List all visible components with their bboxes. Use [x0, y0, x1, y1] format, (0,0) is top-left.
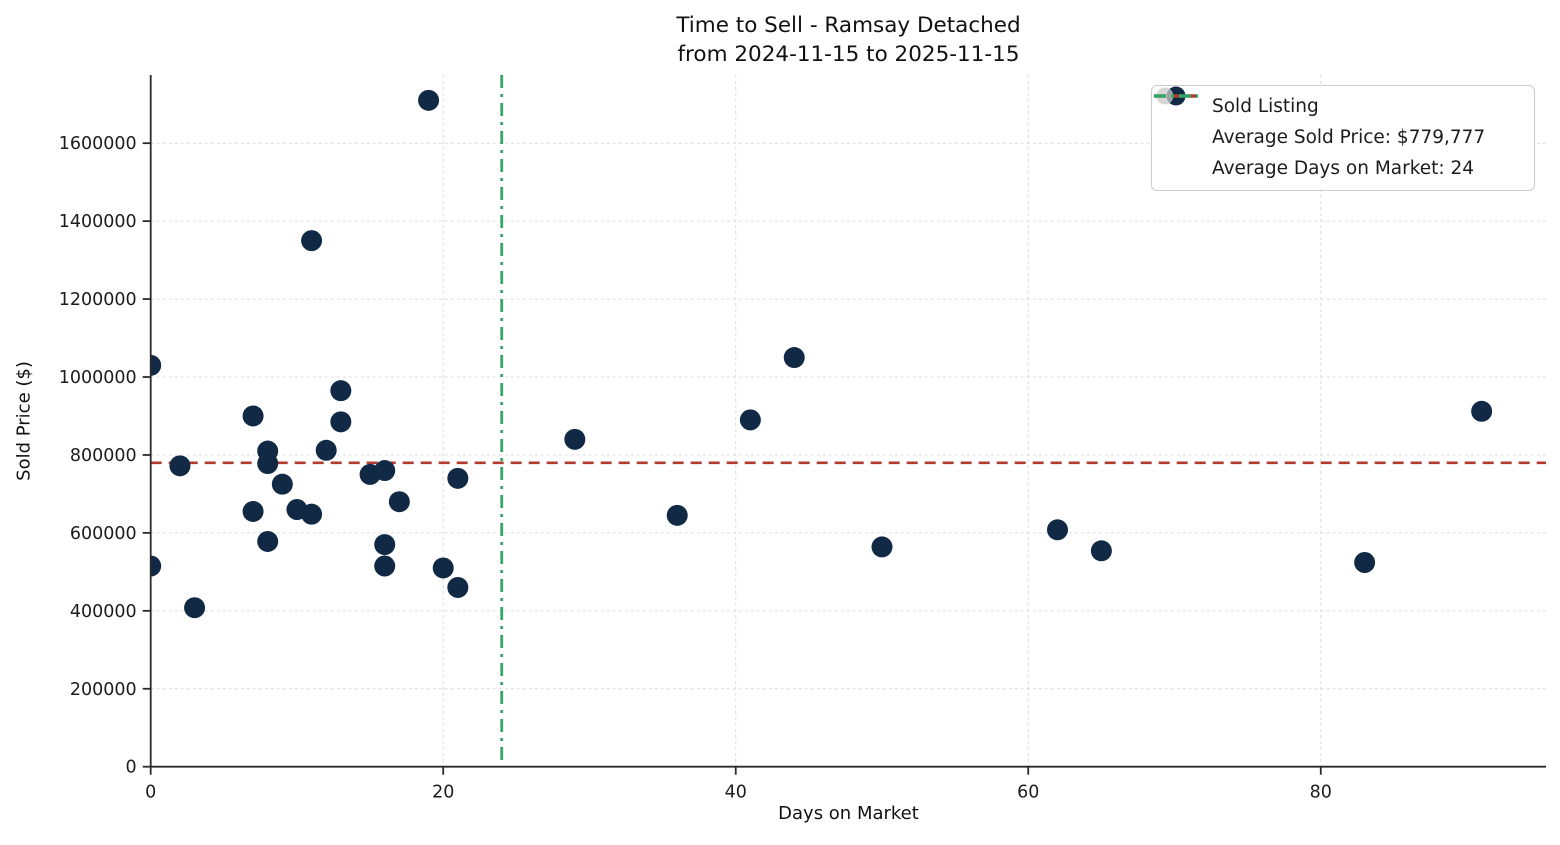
legend-label: Average Sold Price: $779,777 [1212, 127, 1486, 148]
scatter-point [315, 439, 337, 461]
scatter-point [330, 380, 352, 402]
scatter-point [739, 409, 761, 431]
scatter-point [242, 500, 264, 522]
y-tick-label: 400000 [70, 602, 137, 622]
scatter-point [271, 473, 293, 495]
x-tick-label: 60 [1017, 783, 1039, 803]
y-tick-label: 1000000 [59, 368, 137, 388]
legend-label: Sold Listing [1212, 96, 1319, 117]
scatter-point [184, 597, 206, 619]
x-tick-label: 80 [1310, 783, 1332, 803]
legend-item-sold-listing: Sold Listing [1160, 86, 1524, 122]
scatter-point [169, 455, 191, 477]
scatter-point [242, 405, 264, 427]
x-tick-label: 40 [725, 783, 747, 803]
scatter-point [1090, 540, 1112, 562]
scatter-point [432, 557, 454, 579]
scatter-point [301, 230, 323, 252]
scatter-point [447, 576, 469, 598]
legend-label: Average Days on Market: 24 [1212, 158, 1475, 179]
chart-title: Time to Sell - Ramsay Detached from 2024… [151, 11, 1546, 69]
chart-title-line2: from 2024-11-15 to 2025-11-15 [677, 42, 1020, 67]
scatter-point [374, 460, 396, 482]
y-tick-label: 0 [126, 758, 137, 778]
scatter-point [257, 453, 279, 475]
y-axis-label: Sold Price ($) [13, 361, 35, 481]
legend-item-average-days-on-market: Average Days on Market: 24 [1154, 87, 1524, 184]
scatter-point [388, 491, 410, 513]
y-tick-label: 1400000 [59, 212, 137, 232]
scatter-point [783, 347, 805, 369]
scatter-point [374, 534, 396, 556]
chart-title-line1: Time to Sell - Ramsay Detached [676, 13, 1021, 38]
scatter-point [301, 503, 323, 525]
x-axis-label: Days on Market [778, 803, 919, 824]
scatter-point [564, 428, 586, 450]
scatter-point [257, 530, 279, 552]
x-tick-label: 20 [432, 783, 454, 803]
scatter-point [871, 536, 893, 558]
scatter-point [374, 555, 396, 577]
y-tick-label: 600000 [70, 524, 137, 544]
y-tick-label: 1200000 [59, 290, 137, 310]
scatter-point [447, 467, 469, 489]
scatter-point [1354, 552, 1376, 574]
y-tick-label: 200000 [70, 680, 137, 700]
legend: Sold Listing Average Sold Price: $779,77… [1151, 85, 1535, 191]
y-tick-label: 800000 [70, 446, 137, 466]
legend-item-average-sold-price: Average Sold Price: $779,777 [1154, 94, 1524, 153]
sold-listing-points [150, 89, 1493, 619]
scatter-point [1046, 519, 1068, 541]
scatter-point [418, 89, 440, 111]
scatter-point [150, 354, 162, 376]
scatter-point [666, 504, 688, 526]
y-tick-label: 1600000 [59, 134, 137, 154]
scatter-point [330, 411, 352, 433]
x-tick-label: 0 [145, 783, 156, 803]
scatter-point [1471, 400, 1493, 422]
scatter-point [150, 555, 162, 577]
